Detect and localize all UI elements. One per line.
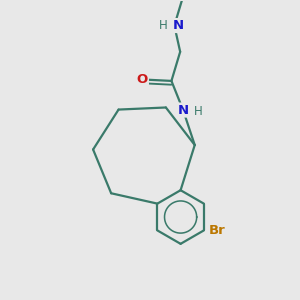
Text: N: N	[173, 19, 184, 32]
Text: H: H	[194, 105, 203, 118]
Text: Br: Br	[208, 224, 225, 237]
Text: N: N	[178, 103, 189, 117]
Text: H: H	[159, 19, 168, 32]
Text: O: O	[137, 73, 148, 86]
